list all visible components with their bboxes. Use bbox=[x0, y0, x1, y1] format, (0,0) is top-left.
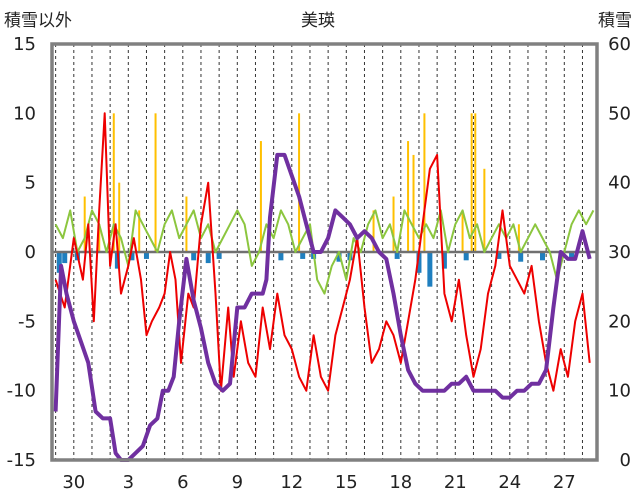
blue-bar bbox=[336, 252, 342, 262]
left-axis-label: 積雪以外 bbox=[4, 11, 72, 31]
blue-bar bbox=[143, 252, 149, 259]
right-tick-label: 30 bbox=[608, 242, 631, 263]
right-axis: 60 50 40 30 20 10 0 bbox=[608, 34, 631, 471]
blue-bar bbox=[62, 252, 68, 264]
left-tick-label: -15 bbox=[7, 450, 36, 471]
x-tick-label: 21 bbox=[444, 472, 467, 493]
blue-bar bbox=[496, 252, 502, 259]
x-tick-label: 3 bbox=[123, 472, 134, 493]
blue-bar bbox=[463, 252, 469, 261]
x-axis: 30 3 6 9 12 15 18 21 24 27 bbox=[62, 472, 575, 493]
left-tick-label: 15 bbox=[13, 34, 36, 55]
left-tick-label: -5 bbox=[18, 311, 36, 332]
blue-bar bbox=[191, 252, 197, 261]
right-tick-label: 10 bbox=[608, 381, 631, 402]
blue-bar bbox=[441, 252, 447, 269]
precip-bar bbox=[372, 210, 375, 252]
precip-bar bbox=[259, 141, 262, 252]
blue-bar bbox=[569, 252, 575, 259]
blue-bar bbox=[394, 252, 400, 259]
left-tick-label: 10 bbox=[13, 103, 36, 124]
x-tick-label: 18 bbox=[389, 472, 412, 493]
blue-bar bbox=[416, 252, 422, 273]
blue-bar bbox=[205, 252, 211, 264]
precip-bar bbox=[423, 113, 426, 252]
precip-bar bbox=[392, 196, 395, 252]
plot-frame bbox=[50, 42, 599, 462]
precip-bar bbox=[412, 154, 415, 252]
x-tick-label: 6 bbox=[177, 472, 188, 493]
right-tick-label: 50 bbox=[608, 103, 631, 124]
x-tick-label: 27 bbox=[553, 472, 576, 493]
snow-depth-line bbox=[53, 152, 592, 462]
right-tick-label: 0 bbox=[620, 450, 631, 471]
line-series bbox=[53, 112, 595, 462]
precip-bar bbox=[98, 224, 101, 252]
left-tick-label: -10 bbox=[7, 381, 36, 402]
precip-bar bbox=[407, 141, 410, 252]
blue-bar bbox=[129, 252, 135, 261]
precip-bar bbox=[474, 113, 477, 252]
x-tick-label: 15 bbox=[335, 472, 358, 493]
x-tick-label: 12 bbox=[280, 472, 303, 493]
right-axis-label: 積雪 bbox=[598, 11, 632, 31]
precip-bar bbox=[483, 168, 486, 252]
precip-bar bbox=[154, 113, 157, 252]
precip-bar bbox=[517, 224, 520, 252]
blue-bar bbox=[114, 252, 120, 269]
right-tick-label: 20 bbox=[608, 311, 631, 332]
blue-bar bbox=[300, 252, 306, 259]
blue-bar bbox=[56, 252, 62, 273]
blue-bar bbox=[216, 252, 222, 259]
red-series-line bbox=[54, 112, 591, 392]
green-series-line bbox=[54, 209, 595, 295]
left-tick-label: 5 bbox=[25, 173, 36, 194]
precip-bar bbox=[298, 113, 301, 252]
precip-bar bbox=[83, 196, 86, 252]
right-tick-label: 60 bbox=[608, 34, 631, 55]
right-tick-label: 40 bbox=[608, 173, 631, 194]
blue-bar bbox=[518, 252, 524, 262]
x-tick-label: 24 bbox=[498, 472, 521, 493]
left-tick-label: 0 bbox=[25, 242, 36, 263]
blue-bar bbox=[540, 252, 545, 261]
chart-title: 美瑛 bbox=[301, 11, 335, 31]
precip-bar bbox=[112, 113, 115, 252]
left-axis: 15 10 5 0 -5 -10 -15 bbox=[7, 34, 36, 471]
blue-bar bbox=[278, 252, 284, 261]
x-tick-label: 30 bbox=[62, 472, 85, 493]
precip-bar bbox=[118, 182, 121, 252]
precip-bar bbox=[138, 210, 141, 252]
precip-bar bbox=[470, 113, 473, 252]
precip-bar bbox=[461, 210, 464, 252]
blue-bar bbox=[427, 252, 433, 287]
x-tick-label: 9 bbox=[232, 472, 243, 493]
